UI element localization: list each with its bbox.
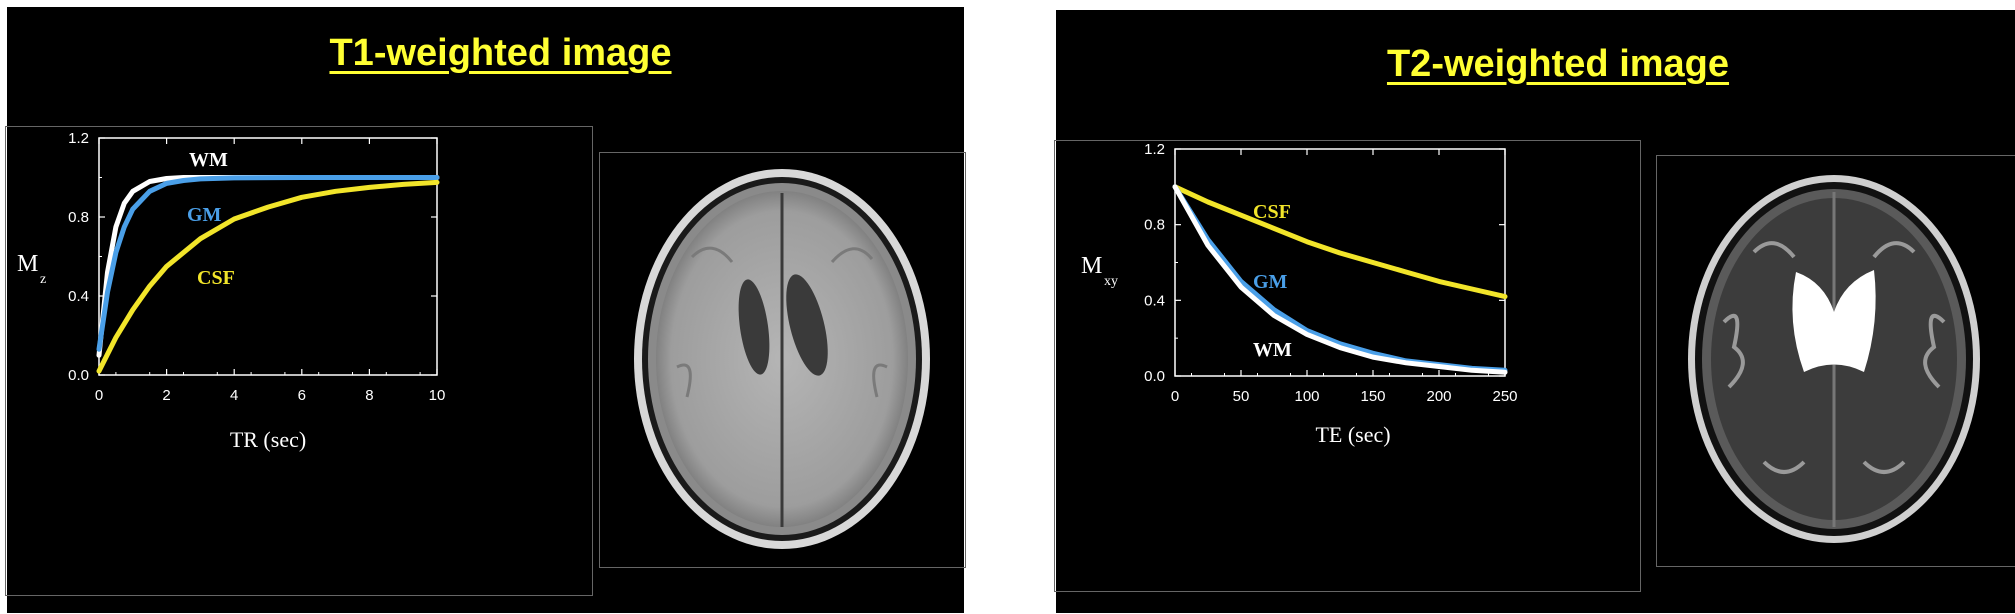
t1-x-tick-label: 2 [162, 387, 170, 404]
t2-series-gm-line [1172, 184, 1508, 373]
t1-series-gm-line [96, 175, 440, 352]
t2-mri-brain-image [1688, 175, 1980, 543]
t2-x-tick-label: 150 [1360, 388, 1385, 405]
t1-chart-frame [5, 126, 593, 596]
t1-image-frame [599, 152, 966, 568]
t1-y-axis-label: M [17, 251, 38, 277]
t1-slide: T1-weighted image 0 2 4 6 8 10 0.0 0.4 0.8 1.2 TR … [5, 7, 966, 613]
t2-y-tick-label: 1.2 [1144, 141, 1165, 158]
t2-annotation-wm: WM [1253, 339, 1292, 361]
t2-y-tick-label: 0.8 [1144, 217, 1165, 234]
t1-y-tick-label: 1.2 [68, 130, 89, 147]
t2-x-tick-label: 250 [1492, 388, 1517, 405]
t1-series-csf-line [96, 179, 440, 374]
t2-y-tick-label: 0.0 [1144, 368, 1165, 385]
t1-mri-brain-image [634, 169, 930, 549]
t1-slide-title: T1-weighted image [329, 32, 672, 74]
t2-x-axis-label: TE (sec) [1315, 422, 1390, 447]
t1-series-wm-line [96, 175, 440, 358]
t1-y-tick-label: 0.0 [68, 367, 89, 384]
t2-slide-title: T2-weighted image [1386, 43, 1730, 85]
t1-plot-frame [98, 137, 438, 376]
t1-x-tick-label: 10 [429, 387, 446, 404]
t2-annotation-gm: GM [1253, 271, 1288, 293]
t1-annotation-wm: WM [189, 149, 228, 171]
t2-slide: T2-weighted image 0 50 100 150 200 250 0.0 0.4 0… [1054, 10, 2015, 613]
t1-x-tick-label: 0 [95, 387, 103, 404]
t2-series-wm-line [1172, 184, 1508, 375]
t2-x-tick-label: 50 [1233, 388, 1250, 405]
t2-x-tick-label: 0 [1171, 388, 1179, 405]
t1-annotation-gm: GM [187, 204, 222, 226]
t1-relaxation-chart: 0 2 4 6 8 10 0.0 0.4 0.8 1.2 TR (sec) Mz WM GM CSF [17, 130, 446, 452]
t2-image-frame [1656, 155, 2015, 567]
t1-x-tick-label: 6 [298, 387, 306, 404]
t2-y-axis-label-subscript: xy [1104, 274, 1118, 289]
t2-y-axis-label: M [1081, 253, 1102, 279]
t1-annotation-csf: CSF [197, 267, 235, 289]
t1-x-tick-label: 8 [365, 387, 373, 404]
t1-y-tick-label: 0.4 [68, 288, 89, 305]
t1-x-tick-label: 4 [230, 387, 238, 404]
t2-x-tick-label: 200 [1426, 388, 1451, 405]
t2-annotation-csf: CSF [1253, 201, 1291, 223]
t1-y-tick-label: 0.8 [68, 209, 89, 226]
t2-chart-frame [1054, 140, 1641, 592]
t2-relaxation-chart: 0 50 100 150 200 250 0.0 0.4 0.8 1.2 TE (sec) Mxy CS… [1081, 141, 1518, 447]
t1-y-axis-label-subscript: z [40, 272, 46, 287]
t2-y-tick-label: 0.4 [1144, 292, 1165, 309]
t2-x-tick-label: 100 [1294, 388, 1319, 405]
t1-x-axis-label: TR (sec) [230, 427, 306, 452]
t2-series-csf-line [1172, 184, 1508, 300]
